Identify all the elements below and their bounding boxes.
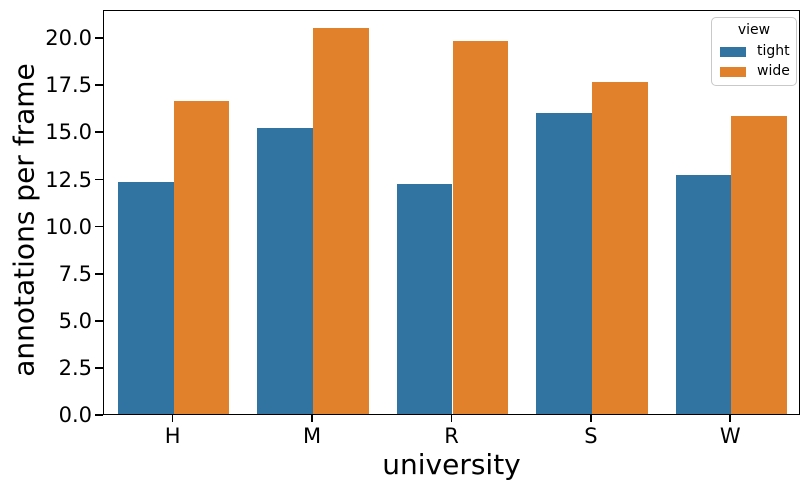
legend-label-tight: tight [757,43,790,59]
legend-entry-wide: wide [718,64,790,79]
x-tick-label-W: W [719,424,741,448]
x-tick-mark-H [171,415,174,422]
bar-tight-M [257,127,314,414]
y-tick-mark-17.5 [95,84,103,87]
bar-tight-H [117,182,174,414]
y-tick-mark-5.0 [95,319,103,322]
y-tick-mark-12.5 [95,178,103,181]
bar-tight-S [536,112,592,414]
x-tick-label-M: M [303,424,322,448]
legend-title: view [737,22,771,38]
y-tick-mark-0.0 [95,414,103,416]
y-tick-mark-15.0 [95,131,103,134]
bar-wide-W [731,116,788,414]
y-tick-label-10.0: 10.0 [45,214,92,239]
y-tick-label-20.0: 20.0 [45,26,92,51]
y-tick-mark-2.5 [95,366,103,369]
x-tick-label-H: H [164,424,181,448]
y-tick-label-0.0: 0.0 [58,403,92,427]
y-tick-mark-10.0 [95,225,103,228]
bar-wide-S [591,82,648,414]
plot-area: view tight wide [103,10,800,415]
legend-items: tight wide [718,44,790,79]
legend-swatch-tight [720,46,746,57]
bar-tight-R [396,184,453,414]
y-tick-label-7.5: 7.5 [58,261,92,286]
legend-entry-tight: tight [718,44,790,59]
y-tick-label-17.5: 17.5 [45,73,92,98]
x-tick-mark-R [450,415,453,422]
legend-swatch-wide [720,66,746,77]
legend-label-wide: wide [757,63,790,79]
bar-tight-W [675,174,732,414]
y-tick-label-2.5: 2.5 [58,355,92,380]
bar-wide-H [173,101,230,414]
y-tick-label-5.0: 5.0 [58,308,92,333]
legend: view tight wide [711,17,797,86]
x-tick-label-R: R [444,424,459,448]
y-tick-mark-7.5 [95,272,103,275]
x-axis-label: university [382,448,521,481]
x-tick-label-S: S [584,424,598,448]
y-tick-label-12.5: 12.5 [45,167,92,192]
bar-wide-R [452,41,509,414]
bar-wide-M [313,27,369,414]
y-tick-mark-20.0 [95,37,103,40]
x-tick-mark-W [729,415,732,422]
x-tick-mark-S [589,415,592,422]
x-tick-mark-M [311,415,313,422]
y-tick-label-15.0: 15.0 [45,120,92,145]
